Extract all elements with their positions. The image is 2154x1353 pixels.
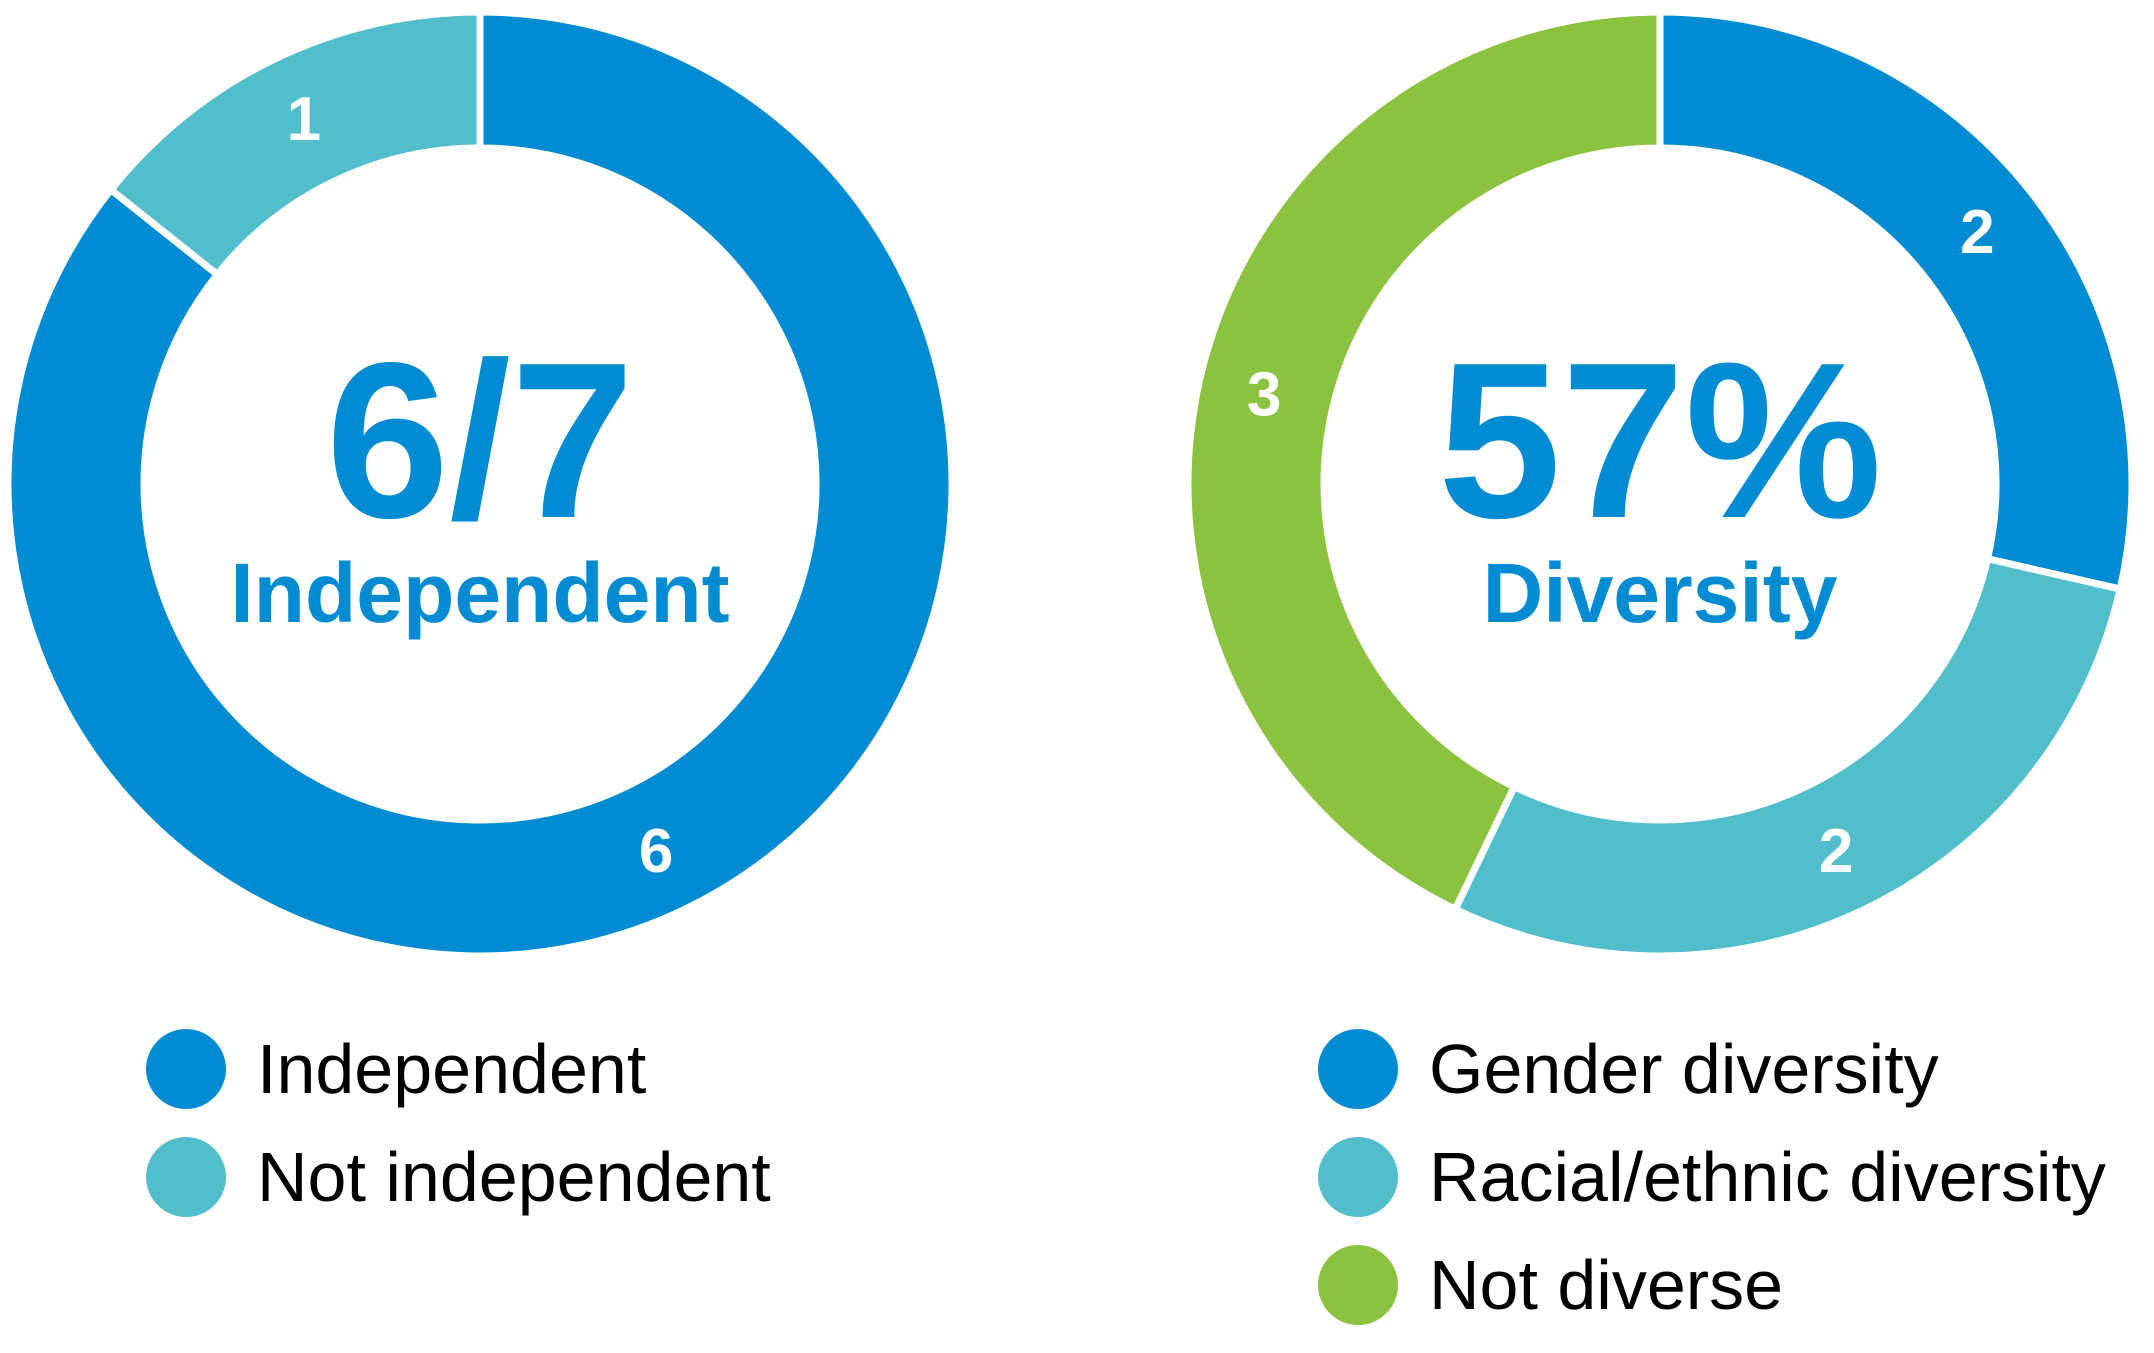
slice-independent: [4, 8, 956, 960]
legend-item-not-independent: Not independent: [146, 1137, 771, 1217]
legend-item-gender-diversity: Gender diversity: [1318, 1029, 2106, 1109]
slice-not-diverse: [1184, 8, 1664, 914]
legend-swatch-gender-diversity: [1318, 1029, 1398, 1109]
data-label-not-independent: 1: [287, 85, 321, 154]
slice-racial-ethnic-diversity: [1450, 554, 2125, 960]
legend-swatch-not-diverse: [1318, 1245, 1398, 1325]
diversity-legend: Gender diversity Racial/ethnic diversity…: [1318, 1029, 2106, 1353]
diversity-center-label: Diversity: [1483, 546, 1838, 640]
legend-swatch-racial-ethnic-diversity: [1318, 1137, 1398, 1217]
legend-item-racial-ethnic-diversity: Racial/ethnic diversity: [1318, 1137, 2106, 1217]
slice-not-independent: [106, 8, 484, 280]
independence-center-value: 6/7: [326, 317, 635, 565]
independence-legend: Independent Not independent: [146, 1029, 771, 1245]
independence-center-label: Independent: [230, 546, 729, 640]
legend-label-not-independent: Not independent: [257, 1138, 771, 1216]
independence-donut-chart: 6 1 6/7 Independent: [4, 8, 956, 960]
legend-label-gender-diversity: Gender diversity: [1429, 1030, 1939, 1108]
slice-gender-diversity: [1656, 8, 2136, 594]
legend-item-not-diverse: Not diverse: [1318, 1245, 2106, 1325]
diversity-center-value: 57%: [1438, 317, 1882, 565]
legend-swatch-not-independent: [146, 1137, 226, 1217]
legend-label-not-diverse: Not diverse: [1429, 1246, 1784, 1324]
data-label-racial-ethnic-diversity: 2: [1819, 817, 1853, 886]
data-label-gender-diversity: 2: [1960, 198, 1994, 267]
legend-label-racial-ethnic-diversity: Racial/ethnic diversity: [1429, 1138, 2106, 1216]
legend-item-independent: Independent: [146, 1029, 771, 1109]
legend-label-independent: Independent: [257, 1030, 647, 1108]
data-label-independent: 6: [639, 817, 673, 886]
legend-swatch-independent: [146, 1029, 226, 1109]
diversity-donut-chart: 2 2 3 57% Diversity: [1184, 8, 2136, 960]
data-label-not-diverse: 3: [1247, 361, 1281, 430]
